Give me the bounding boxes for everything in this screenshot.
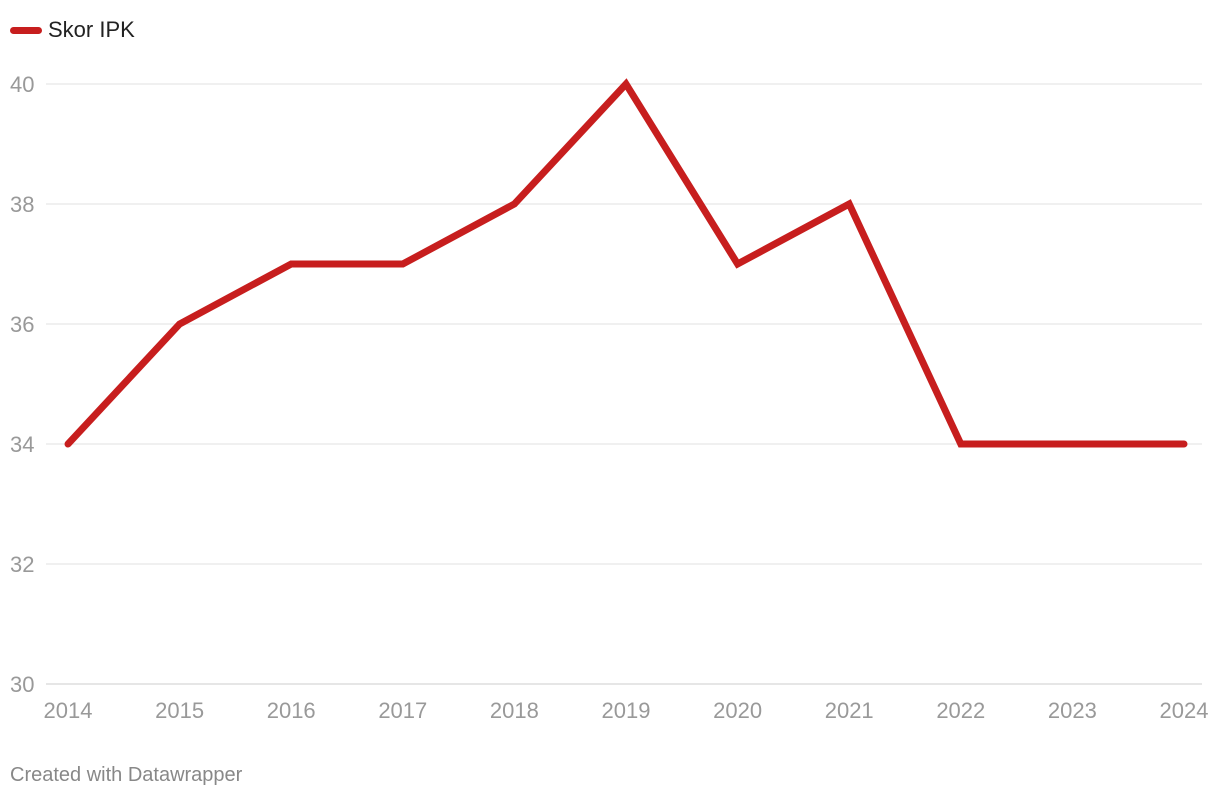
y-tick-label: 32 [10, 552, 34, 577]
y-tick-label: 34 [10, 432, 34, 457]
x-tick-label: 2023 [1048, 698, 1097, 723]
footer-credit: Created with Datawrapper [10, 764, 243, 786]
line-chart: 30 32 34 36 38 40 2014 2015 2016 2017 2018 2019 202… [10, 72, 1209, 723]
y-tick-label: 36 [10, 312, 34, 337]
x-tick-label: 2015 [155, 698, 204, 723]
x-tick-label: 2021 [825, 698, 874, 723]
x-tick-label: 2024 [1160, 698, 1209, 723]
x-tick-label: 2019 [602, 698, 651, 723]
legend: Skor IPK [10, 17, 135, 43]
x-tick-label: 2014 [44, 698, 93, 723]
x-tick-label: 2018 [490, 698, 539, 723]
x-tick-label: 2020 [713, 698, 762, 723]
legend-label: Skor IPK [48, 17, 135, 42]
x-tick-label: 2016 [267, 698, 316, 723]
y-tick-label: 38 [10, 192, 34, 217]
y-tick-label: 30 [10, 672, 34, 697]
grid-lines [46, 83, 1202, 685]
x-tick-label: 2017 [378, 698, 427, 723]
x-axis-ticks: 2014 2015 2016 2017 2018 2019 2020 2021 2022 2023… [44, 698, 1209, 723]
legend-swatch [10, 26, 42, 34]
y-axis-ticks: 30 32 34 36 38 40 [10, 72, 34, 697]
series-layer [64, 78, 1188, 448]
series-line [64, 78, 1188, 448]
x-tick-label: 2022 [936, 698, 985, 723]
y-tick-label: 40 [10, 72, 34, 97]
